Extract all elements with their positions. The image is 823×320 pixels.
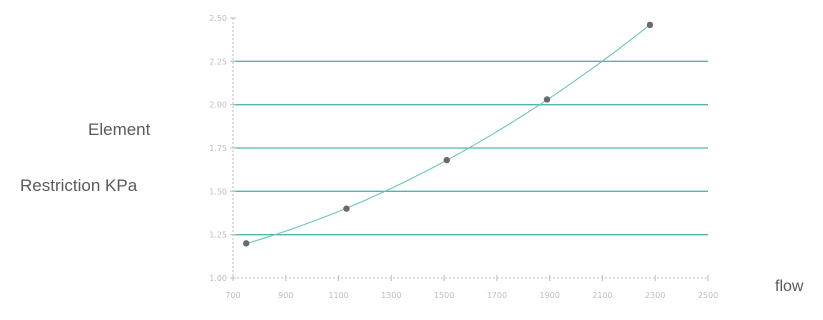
gridlines (233, 60, 708, 236)
x-tick-label-1: 900 (278, 291, 293, 300)
y-tick-label-3: 1.75 (209, 144, 227, 153)
y-axis-label-line1: Element (88, 120, 151, 139)
data-point-1 (343, 205, 350, 212)
y-tick-label-6: 2.50 (209, 14, 227, 23)
trendline-series-0 (243, 24, 651, 245)
y-axis-label-line2: Restriction KPa (20, 176, 138, 195)
x-tick-label-9: 2500 (698, 291, 718, 300)
x-tick-label-6: 1900 (539, 291, 559, 300)
x-tick-label-3: 1300 (381, 291, 401, 300)
series (242, 21, 654, 247)
y-tick-label-5: 2.25 (209, 57, 227, 66)
tick-labels: 1.00 1.25 1.50 1.75 2.00 2.25 2.50 700 900 1100 13… (209, 14, 718, 300)
y-tick-label-2: 1.50 (209, 187, 227, 196)
x-tick-label-8: 2300 (645, 291, 665, 300)
x-tick-label-4: 1500 (434, 291, 454, 300)
y-tick-label-4: 2.00 (209, 101, 227, 110)
x-tick-label-7: 2100 (592, 291, 612, 300)
x-axis-label: flow (775, 278, 804, 295)
x-tick-label-0: 700 (225, 291, 240, 300)
data-point-4 (646, 21, 654, 29)
x-tick-label-5: 1700 (487, 291, 507, 300)
data-point-2 (443, 156, 450, 164)
data-point-0 (242, 240, 250, 247)
data-point-3 (543, 96, 551, 103)
y-tick-label-1: 1.25 (209, 231, 227, 240)
y-tick-label-0: 1.00 (209, 274, 227, 283)
x-tick-label-2: 1100 (328, 291, 348, 300)
